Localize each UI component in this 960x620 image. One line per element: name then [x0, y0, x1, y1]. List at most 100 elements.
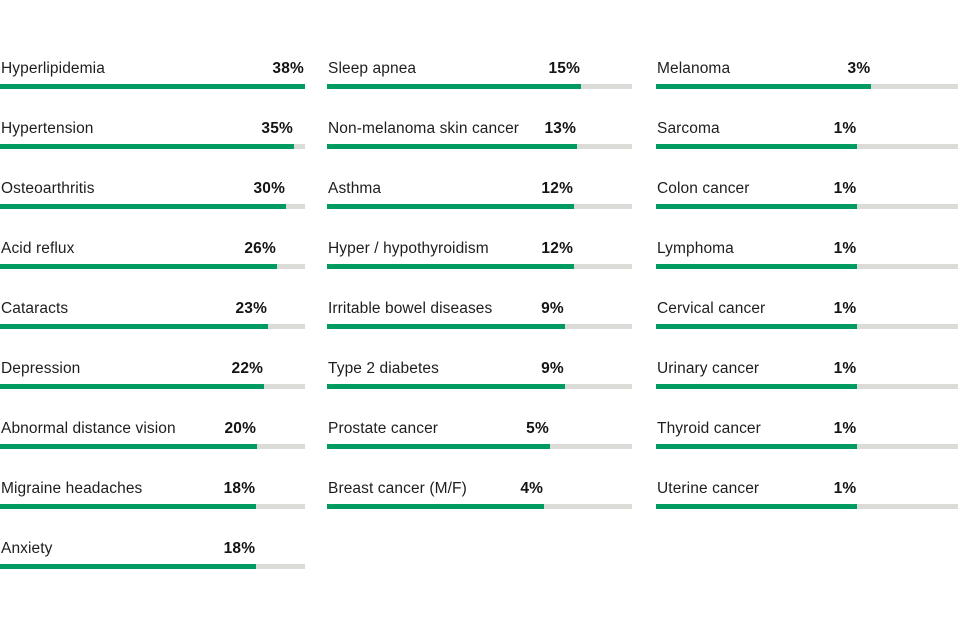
condition-value-box: 1%	[656, 419, 857, 439]
condition-label: Osteoarthritis	[1, 180, 95, 197]
condition-label: Lymphoma	[657, 240, 734, 257]
condition-label: Sarcoma	[657, 120, 720, 137]
condition-value: 9%	[541, 300, 564, 317]
bar-track	[327, 84, 632, 89]
bar-fill	[327, 384, 565, 389]
bar-track	[0, 564, 305, 569]
condition-value-box: 12%	[327, 179, 574, 199]
chart-row: Non-melanoma skin cancer 13%	[327, 110, 632, 170]
chart-row: Urinary cancer 1%	[656, 350, 958, 410]
condition-value: 1%	[833, 420, 857, 437]
bar-fill	[656, 204, 858, 209]
bar-track	[327, 384, 632, 389]
bar-track	[0, 264, 305, 269]
chart-row: Depression 22%	[0, 350, 305, 410]
bar-fill	[327, 264, 575, 269]
condition-value-box: 1%	[656, 299, 857, 319]
condition-label: Abnormal distance vision	[1, 420, 176, 437]
condition-value-box: 4%	[327, 479, 544, 499]
bar-track	[327, 444, 632, 449]
condition-label: Cervical cancer	[657, 300, 766, 317]
condition-label: Irritable bowel diseases	[328, 300, 493, 317]
bar-fill	[0, 504, 257, 509]
chart-row: Acid reflux 26%	[0, 230, 305, 290]
condition-label: Sleep apnea	[328, 60, 417, 77]
chart-row: Hypertension 35%	[0, 110, 305, 170]
bar-track	[656, 384, 958, 389]
condition-value: 35%	[261, 120, 294, 137]
bar-fill	[0, 84, 305, 89]
bar-track	[327, 264, 632, 269]
bar-fill	[0, 444, 258, 449]
bar-fill	[0, 144, 295, 149]
bar-fill	[656, 84, 872, 89]
bar-fill	[327, 204, 575, 209]
condition-value-box: 1%	[656, 359, 857, 379]
chart-row: Asthma 12%	[327, 170, 632, 230]
bar-track	[327, 324, 632, 329]
bar-track	[0, 384, 305, 389]
bar-track	[327, 504, 632, 509]
condition-value: 20%	[224, 420, 257, 437]
condition-label: Anxiety	[1, 540, 53, 557]
condition-label: Breast cancer (M/F)	[328, 480, 467, 497]
chart-row: Sleep apnea 15%	[327, 50, 632, 110]
bar-track	[656, 444, 958, 449]
condition-value-box: 9%	[327, 299, 565, 319]
condition-value-box: 18%	[0, 479, 256, 499]
chart-row: Osteoarthritis 30%	[0, 170, 305, 230]
bar-fill	[656, 504, 858, 509]
chart-row: Hyper / hypothyroidism 12%	[327, 230, 632, 290]
bar-track	[656, 504, 958, 509]
condition-value: 1%	[833, 120, 857, 137]
chart-row: Irritable bowel diseases 9%	[327, 290, 632, 350]
chart-column-1: Hyperlipidemia 38% Hypertension 35% Osteoart…	[0, 50, 305, 590]
chart-row: Lymphoma 1%	[656, 230, 958, 290]
bar-fill	[656, 324, 858, 329]
bar-track	[0, 144, 305, 149]
chart-column-3: Melanoma 3% Sarcoma 1% Colon cancer 1% Lymphom…	[656, 50, 958, 530]
bar-fill	[656, 144, 858, 149]
bar-fill	[327, 324, 565, 329]
bar-track	[656, 144, 958, 149]
bar-track	[327, 144, 632, 149]
condition-label: Uterine cancer	[657, 480, 760, 497]
condition-value-box: 26%	[0, 239, 277, 259]
chart-row: Uterine cancer 1%	[656, 470, 958, 530]
bar-track	[656, 324, 958, 329]
condition-value: 1%	[833, 240, 857, 257]
bar-fill	[327, 84, 582, 89]
condition-label: Type 2 diabetes	[328, 360, 439, 377]
chart-row: Breast cancer (M/F) 4%	[327, 470, 632, 530]
bar-fill	[0, 264, 277, 269]
condition-value: 12%	[541, 240, 574, 257]
condition-value-box: 13%	[327, 119, 577, 139]
condition-value: 9%	[541, 360, 564, 377]
condition-value-box: 9%	[327, 359, 565, 379]
condition-value: 30%	[253, 180, 286, 197]
bar-track	[0, 324, 305, 329]
condition-label: Depression	[1, 360, 81, 377]
condition-value-box: 1%	[656, 239, 857, 259]
condition-value-box: 5%	[327, 419, 550, 439]
condition-label: Cataracts	[1, 300, 69, 317]
bar-fill	[0, 564, 257, 569]
condition-value: 1%	[833, 300, 857, 317]
condition-label: Asthma	[328, 180, 382, 197]
condition-label: Hyperlipidemia	[1, 60, 105, 77]
condition-value-box: 3%	[656, 59, 871, 79]
condition-value: 38%	[272, 60, 304, 77]
condition-value-box: 12%	[327, 239, 574, 259]
chart-row: Thyroid cancer 1%	[656, 410, 958, 470]
chart-column-2: Sleep apnea 15% Non-melanoma skin cancer 13…	[327, 50, 632, 530]
condition-value-box: 15%	[327, 59, 581, 79]
condition-label: Hyper / hypothyroidism	[328, 240, 489, 257]
chart-row: Abnormal distance vision 20%	[0, 410, 305, 470]
condition-value: 1%	[833, 360, 857, 377]
chart-row: Migraine headaches 18%	[0, 470, 305, 530]
condition-value: 12%	[541, 180, 574, 197]
condition-value-box: 1%	[656, 479, 857, 499]
bar-track	[0, 504, 305, 509]
bar-fill	[327, 504, 545, 509]
